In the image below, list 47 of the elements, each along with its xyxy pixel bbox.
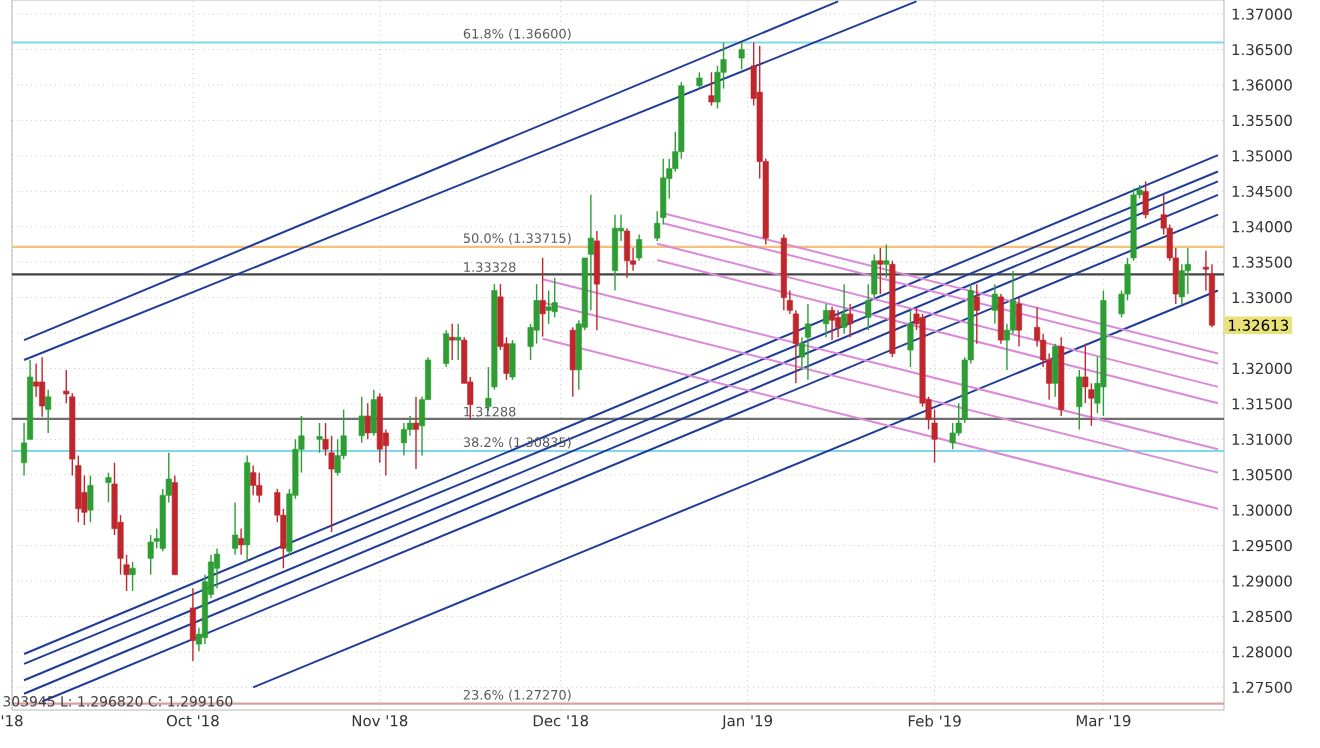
candlestick	[238, 527, 245, 556]
candlestick	[400, 422, 407, 457]
candlestick	[804, 303, 811, 381]
candlestick	[1076, 369, 1083, 431]
candlestick	[449, 323, 456, 361]
candlestick	[829, 306, 836, 341]
candlestick	[189, 587, 196, 662]
candlestick	[738, 41, 745, 71]
candlestick	[364, 402, 371, 441]
candlestick	[250, 464, 257, 496]
candlestick	[877, 247, 884, 295]
candlestick	[997, 293, 1004, 345]
candlestick	[636, 233, 643, 262]
candlestick	[316, 422, 323, 454]
candlestick	[624, 227, 631, 279]
candlestick	[593, 230, 600, 331]
candlestick	[105, 471, 112, 504]
candlestick	[232, 501, 239, 556]
candlestick	[708, 71, 715, 107]
candlestick	[569, 326, 576, 398]
candlestick	[1052, 342, 1059, 398]
candlestick	[973, 283, 980, 345]
candlestick	[545, 289, 552, 325]
candlestick	[907, 309, 914, 368]
candlestick	[87, 474, 94, 523]
candlestick	[823, 303, 830, 338]
candlestick	[256, 471, 263, 504]
candlestick	[45, 389, 52, 434]
candlestick	[539, 257, 546, 338]
candlestick	[412, 396, 420, 470]
candlestick	[39, 356, 46, 418]
candlestick	[611, 214, 618, 292]
candlestick	[443, 329, 450, 368]
candlestick	[129, 561, 136, 592]
candlestick	[1142, 180, 1149, 219]
candlestick	[147, 534, 154, 576]
candlestick	[847, 303, 854, 338]
candlestick	[883, 243, 890, 279]
candlestick	[551, 277, 558, 319]
candlestick	[1015, 296, 1023, 348]
candlestick	[991, 283, 998, 325]
candlestick	[835, 309, 842, 338]
candlestick	[841, 283, 848, 335]
candlestick	[455, 323, 462, 361]
candlestick	[509, 339, 516, 381]
candlestick	[370, 389, 377, 437]
candlestick	[358, 396, 365, 444]
